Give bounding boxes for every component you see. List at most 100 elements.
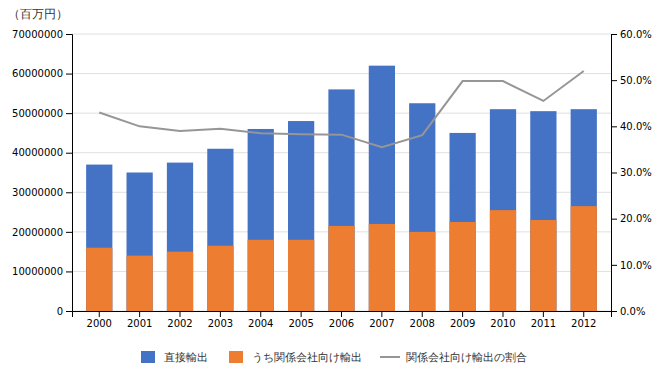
bar bbox=[409, 232, 435, 311]
y2-axis: 0.0% 10.0% 20.0% 30.0% 40.0% 50.0% 60.0% bbox=[611, 29, 652, 317]
bar bbox=[127, 173, 153, 312]
y2-tick-label: 40.0% bbox=[620, 121, 652, 132]
x-tick-label: 2009 bbox=[450, 318, 475, 329]
grid-line bbox=[72, 34, 611, 35]
y2-tick: 50.0% bbox=[611, 75, 652, 86]
legend-swatch bbox=[141, 351, 155, 363]
y2-tick-mark bbox=[611, 311, 617, 312]
x-tick-label: 2005 bbox=[288, 318, 313, 329]
y2-tick-mark bbox=[611, 219, 617, 220]
bar bbox=[167, 252, 193, 311]
bar bbox=[207, 246, 233, 311]
unit-label: （百万円） bbox=[8, 7, 68, 21]
x-tick-label: 2000 bbox=[87, 318, 112, 329]
x-tick: 2012 bbox=[571, 311, 596, 329]
bar bbox=[369, 224, 395, 311]
bar bbox=[328, 89, 354, 311]
line bbox=[99, 71, 583, 147]
bar-series bbox=[86, 206, 597, 311]
x-tick-label: 2012 bbox=[571, 318, 596, 329]
x-tick: 2009 bbox=[450, 311, 475, 329]
plot-area: 2000 2001 2002 2003 2004 2005 2006 2007 2008 2009… bbox=[12, 29, 652, 329]
bar bbox=[207, 149, 233, 311]
y2-tick: 40.0% bbox=[611, 121, 652, 132]
x-tick: 2000 bbox=[87, 311, 112, 329]
bar bbox=[86, 248, 112, 311]
y2-tick: 60.0% bbox=[611, 29, 652, 40]
y-tick-label: 50000000 bbox=[12, 108, 63, 119]
y2-tick-mark bbox=[611, 173, 617, 174]
x-tick-mark bbox=[260, 311, 261, 317]
x-tick-label: 2011 bbox=[531, 318, 556, 329]
bar bbox=[127, 256, 153, 311]
y-tick-mark bbox=[66, 232, 72, 233]
y-tick-label: 60000000 bbox=[12, 68, 63, 79]
y2-tick-label: 60.0% bbox=[620, 29, 652, 40]
x-tick-mark bbox=[381, 311, 382, 317]
legend-label: うち関係会社向け輸出 bbox=[252, 351, 362, 364]
x-tick: 2006 bbox=[329, 311, 354, 329]
y2-tick: 0.0% bbox=[611, 306, 645, 317]
y2-tick-label: 30.0% bbox=[620, 167, 652, 178]
bar bbox=[248, 240, 274, 311]
bar bbox=[530, 220, 556, 311]
x-tick-mark bbox=[220, 311, 221, 317]
y-tick-mark bbox=[66, 192, 72, 193]
marks bbox=[86, 66, 597, 311]
legend: 直接輸出うち関係会社向け輸出関係会社向け輸出の割合 bbox=[141, 351, 527, 364]
bar bbox=[369, 66, 395, 311]
y2-tick: 20.0% bbox=[611, 213, 652, 224]
bar bbox=[571, 109, 597, 311]
x-tick: 2011 bbox=[531, 311, 556, 329]
grid-line bbox=[72, 73, 611, 74]
x-tick-label: 2002 bbox=[167, 318, 192, 329]
y-tick: 0 bbox=[57, 306, 72, 317]
x-tick-mark bbox=[139, 311, 140, 317]
legend-label: 直接輸出 bbox=[164, 351, 208, 364]
y2-tick-mark bbox=[611, 265, 617, 266]
x-tick-label: 2007 bbox=[369, 318, 394, 329]
y-tick-label: 40000000 bbox=[12, 147, 63, 158]
x-tick-label: 2001 bbox=[127, 318, 152, 329]
x-axis: 2000 2001 2002 2003 2004 2005 2006 2007 2008 2009… bbox=[73, 311, 612, 329]
x-tick-mark bbox=[422, 311, 423, 317]
bar bbox=[571, 206, 597, 311]
x-axis-line bbox=[73, 312, 612, 318]
y-tick: 40000000 bbox=[12, 147, 72, 158]
x-tick-mark bbox=[301, 311, 302, 317]
x-tick-label: 2008 bbox=[410, 318, 435, 329]
y-tick-mark bbox=[66, 34, 72, 35]
bar bbox=[86, 165, 112, 311]
y-axis-line bbox=[66, 35, 73, 312]
y-tick-label: 30000000 bbox=[12, 187, 63, 198]
y2-tick-label: 20.0% bbox=[620, 213, 652, 224]
y-tick-mark bbox=[66, 311, 72, 312]
legend-item: うち関係会社向け輸出 bbox=[229, 351, 362, 364]
x-tick: 2002 bbox=[167, 311, 192, 329]
y-tick-label: 10000000 bbox=[12, 266, 63, 277]
x-tick-mark bbox=[180, 311, 181, 317]
x-tick-label: 2003 bbox=[208, 318, 233, 329]
y-tick: 70000000 bbox=[12, 29, 72, 40]
y2-tick: 10.0% bbox=[611, 260, 652, 271]
x-tick-mark bbox=[502, 311, 503, 317]
x-tick-mark bbox=[543, 311, 544, 317]
y-tick-mark bbox=[66, 113, 72, 114]
legend-swatch bbox=[380, 356, 400, 358]
y-tick: 60000000 bbox=[12, 68, 72, 79]
y2-tick: 30.0% bbox=[611, 167, 652, 178]
bar bbox=[530, 111, 556, 311]
bar bbox=[490, 109, 516, 311]
legend-item: 直接輸出 bbox=[141, 351, 208, 364]
x-tick-label: 2004 bbox=[248, 318, 273, 329]
y-tick: 20000000 bbox=[12, 227, 72, 238]
x-tick: 2001 bbox=[127, 311, 152, 329]
y-tick-mark bbox=[66, 74, 72, 75]
bar-series bbox=[86, 66, 597, 311]
y-tick: 50000000 bbox=[12, 108, 72, 119]
x-tick-label: 2010 bbox=[490, 318, 515, 329]
y-tick-label: 70000000 bbox=[12, 29, 63, 40]
bar bbox=[490, 210, 516, 311]
y-tick: 30000000 bbox=[12, 187, 72, 198]
y-tick-label: 20000000 bbox=[12, 227, 63, 238]
